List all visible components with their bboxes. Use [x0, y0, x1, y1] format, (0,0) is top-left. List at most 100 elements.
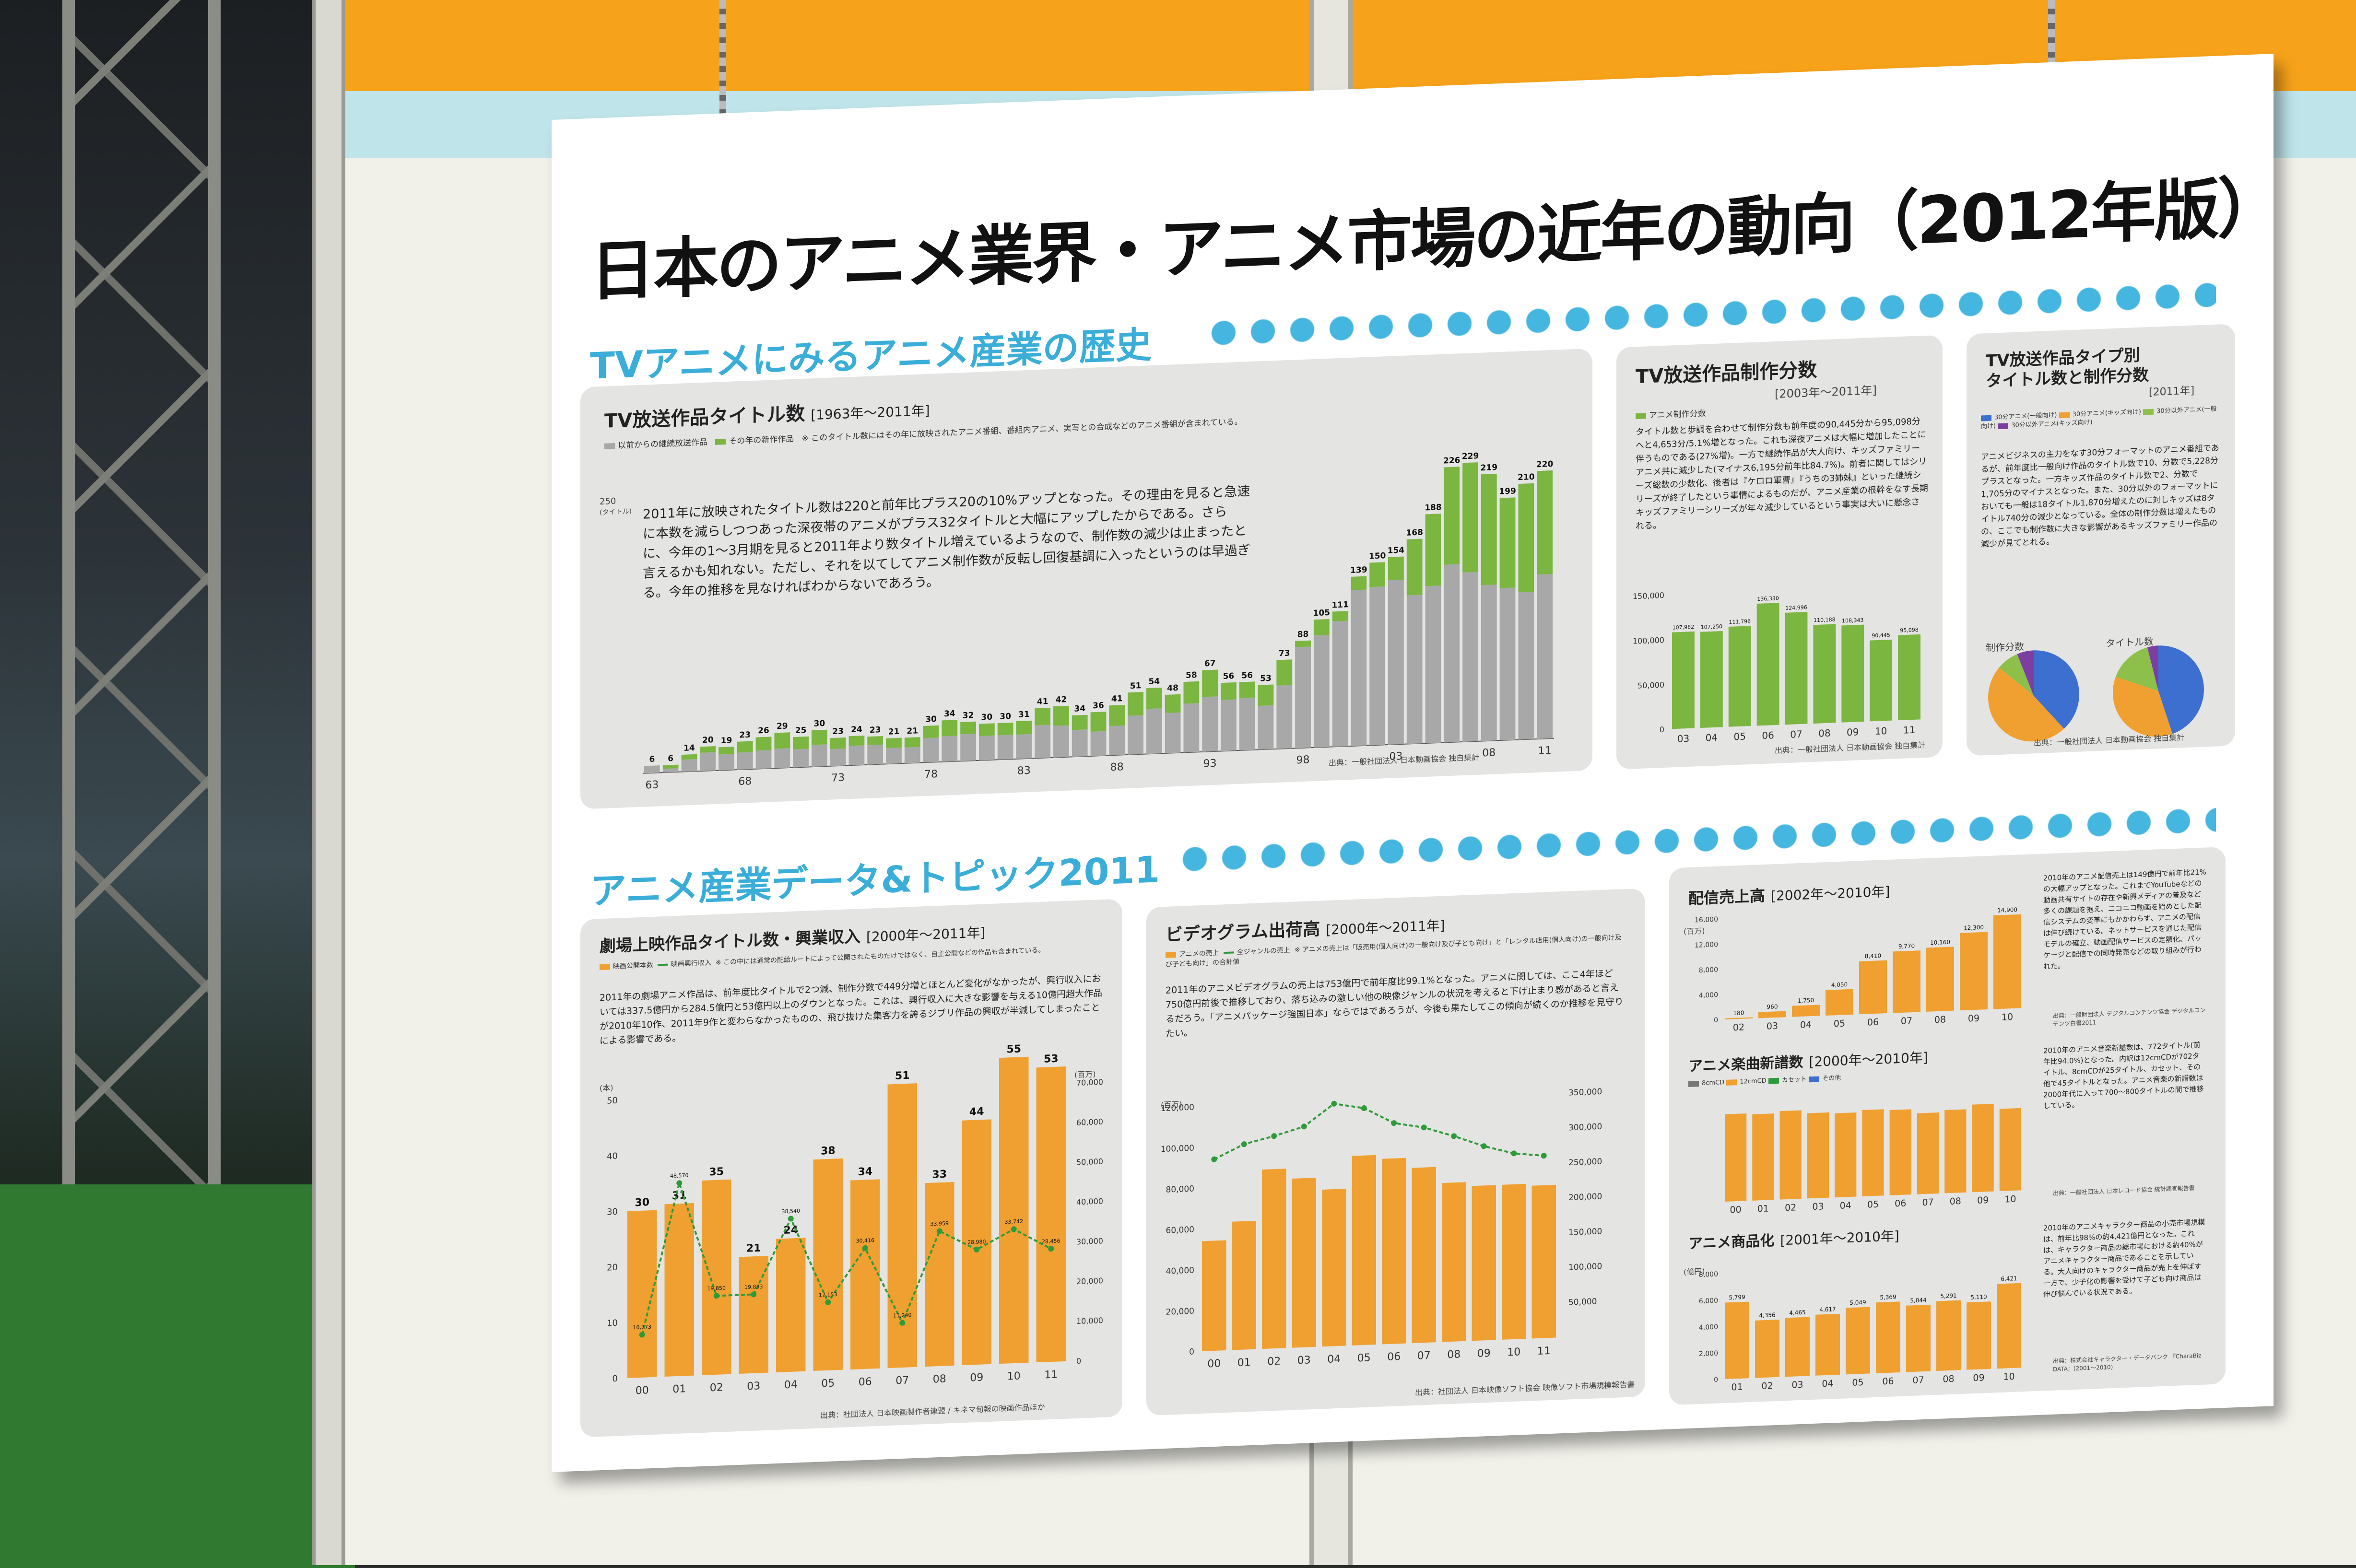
bar [1725, 1113, 1747, 1202]
bar-new [1221, 682, 1237, 700]
bar-value-label: 124,996 [1785, 604, 1807, 611]
bar-value-label: 23 [870, 725, 881, 735]
bar-continuing [1295, 646, 1311, 749]
bar-new [755, 737, 772, 751]
all-genre-point [1511, 1150, 1517, 1157]
bar-value-label: 88 [1297, 630, 1309, 640]
bar-value-label: 111 [1331, 600, 1348, 610]
bar-value-label: 26 [758, 726, 769, 736]
minutes-bar [1785, 612, 1808, 725]
box-office-point [974, 1246, 980, 1252]
bar [1993, 914, 2021, 1009]
bar-value-label: 188 [1425, 503, 1441, 513]
x-tick-label: 10 [1875, 725, 1887, 737]
bar-continuing [1462, 572, 1478, 742]
x-tick-label: 03 [1767, 1021, 1778, 1032]
panel-tv-types: TV放送作品タイプ別 タイトル数と制作分数 [2011年] 30分アニメ(一般向… [1967, 324, 2235, 756]
bar-continuing [737, 752, 753, 770]
y-left-tick: 120,000 [1161, 1103, 1194, 1114]
all-genre-point [1451, 1133, 1457, 1139]
y-left-tick: 40,000 [1166, 1266, 1194, 1276]
bar-continuing [1425, 585, 1441, 744]
bar-continuing [1444, 564, 1460, 743]
bar-value-label: 41 [1111, 694, 1123, 704]
bar-new [1351, 576, 1367, 590]
x-tick-label: 09 [1477, 1347, 1491, 1360]
bar-new [793, 736, 809, 749]
line-value-label: 28,980 [967, 1239, 986, 1245]
release-count-bar [962, 1119, 991, 1366]
bar-value-label: 5,799 [1729, 1294, 1745, 1301]
x-tick-label: 10 [2004, 1194, 2016, 1205]
bar-continuing [1146, 708, 1162, 754]
y-right-tick: 200,000 [1568, 1192, 1602, 1203]
anime-sales-bar [1262, 1169, 1286, 1349]
bar [1893, 950, 1920, 1013]
bar-value-label: 24 [851, 725, 862, 735]
bar [1792, 1005, 1820, 1017]
x-tick-label: 04 [1800, 1019, 1812, 1030]
y-tick-label: 16,000 [1695, 916, 1718, 924]
release-count-bar [739, 1256, 768, 1374]
anime-sales-bar [1531, 1184, 1556, 1339]
x-tick-label: 03 [1389, 750, 1402, 763]
bar-new [904, 737, 920, 748]
x-tick-label: 03 [1791, 1380, 1803, 1391]
box-office-line [641, 1180, 1052, 1335]
video-chart: 0 20,000 40,000 60,000 80,000 100,000 120,000 5… [1161, 1087, 1602, 1370]
bar-value-label: 29 [777, 721, 788, 731]
x-tick-label: 10 [2003, 1371, 2014, 1382]
bar-value-label: 1,750 [1798, 997, 1814, 1004]
y-right-tick: 300,000 [1568, 1122, 1602, 1133]
green-floor [0, 1184, 355, 1568]
bar-continuing [978, 735, 995, 761]
bar-value-label: 6 [649, 754, 655, 764]
bar-continuing [681, 759, 697, 772]
bar-continuing [662, 768, 679, 773]
bar-value-label: 180 [1733, 1009, 1744, 1017]
bar-continuing [700, 752, 716, 772]
all-genre-point [1211, 1156, 1217, 1162]
bar-new [978, 723, 995, 736]
bar-value-label: 51 [1130, 681, 1142, 691]
bar-value-label: 21 [888, 727, 900, 737]
line-value-label: 38,540 [782, 1208, 800, 1215]
bar-continuing [1388, 579, 1404, 745]
y-left-tick: 60,000 [1166, 1225, 1194, 1236]
bar [1807, 1112, 1829, 1199]
bar-continuing [848, 745, 865, 766]
y-right-tick: 20,000 [1076, 1276, 1103, 1286]
bar-new [719, 747, 734, 755]
bar-value-label: 9,770 [1898, 943, 1915, 950]
all-genre-point [1541, 1153, 1547, 1159]
x-tick-label: 09 [1973, 1372, 1984, 1383]
pie-slice [2034, 650, 2079, 729]
release-count-bar [925, 1182, 954, 1367]
bar [1972, 1103, 1994, 1193]
minutes-bar [1898, 634, 1920, 721]
bar-value-label: 6 [668, 754, 673, 763]
bar-value-label: 139 [1350, 565, 1367, 575]
bar-continuing [886, 747, 902, 764]
minutes-bar [1813, 624, 1836, 724]
bar [1752, 1113, 1774, 1201]
bar-value-label: 19 [721, 736, 732, 746]
box-office-point [899, 1320, 906, 1326]
x-tick-label: 02 [1733, 1022, 1744, 1033]
bar-value-label: 210 [1518, 472, 1535, 482]
bar-value-label: 4,465 [1789, 1309, 1805, 1316]
release-count-bar [702, 1179, 731, 1375]
panel-theater: 劇場上映作品タイトル数・興業収入 [2000年〜2011年] 映画公開本数 映画興… [580, 899, 1122, 1438]
bar-continuing [997, 735, 1013, 760]
anime-sales-bar [1502, 1183, 1526, 1340]
bar-value-label: 53 [1044, 1053, 1059, 1065]
y-right-tick: 50,000 [1076, 1157, 1103, 1167]
bar-new [774, 732, 790, 749]
bar-new [1481, 474, 1497, 585]
x-tick-label: 06 [1867, 1017, 1879, 1028]
bar-value-label: 21 [907, 726, 918, 736]
bar [1859, 960, 1887, 1015]
x-tick-label: 01 [1731, 1382, 1743, 1393]
x-tick-label: 07 [1901, 1016, 1912, 1027]
x-tick-label: 08 [1482, 747, 1496, 759]
